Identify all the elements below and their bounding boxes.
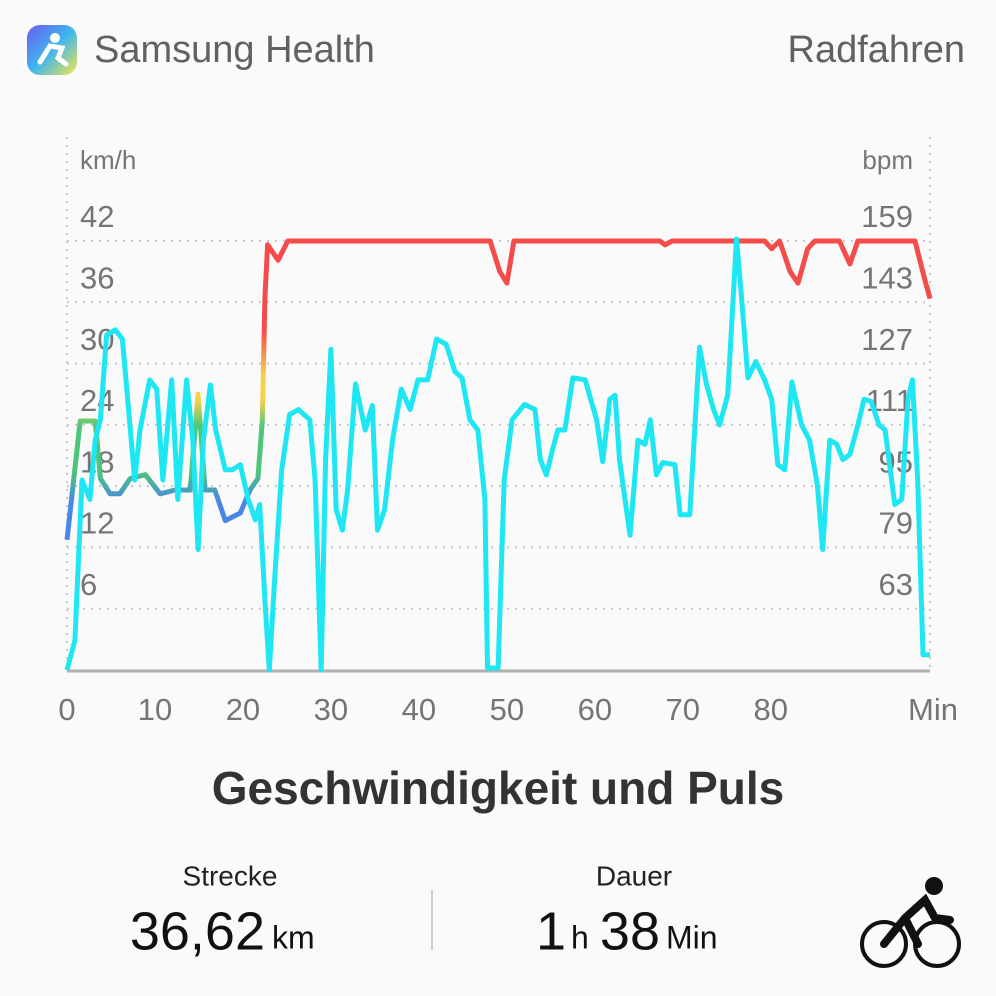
x-tick-label: 0 [58, 692, 75, 727]
x-tick-label: 40 [402, 692, 436, 727]
stat-unit: Min [666, 919, 718, 955]
x-tick-label: 60 [578, 692, 612, 727]
x-tick-label: 50 [490, 692, 524, 727]
stat-unit: h [571, 919, 589, 955]
y-axis-label: km/h [80, 145, 136, 175]
stat-value: 38 [600, 901, 660, 961]
bike-icon [860, 877, 961, 968]
y2-tick-label: 143 [861, 260, 913, 295]
app-icon [27, 25, 77, 75]
x-tick-label: 10 [138, 692, 172, 727]
stat-label: Dauer [596, 860, 672, 891]
y-tick-label: 12 [80, 506, 114, 541]
x-axis-label: Min [908, 692, 958, 727]
y2-tick-label: 79 [879, 506, 913, 541]
stat-unit: km [272, 919, 315, 955]
data-line [64, 238, 933, 541]
x-tick-label: 70 [666, 692, 700, 727]
y-tick-label: 30 [80, 322, 114, 357]
x-tick-label: 30 [314, 692, 348, 727]
y-tick-label: 42 [80, 199, 114, 234]
data-line [64, 236, 930, 673]
stat-label: Strecke [183, 860, 278, 891]
activity: Radfahren [788, 29, 965, 71]
y2-tick-label: 95 [879, 444, 913, 479]
chart-title: Geschwindigkeit und Puls [212, 762, 785, 814]
x-tick-label: 80 [754, 692, 788, 727]
x-tick-label: 20 [226, 692, 260, 727]
stat-value: 1 [536, 901, 566, 961]
app-icon-figure [37, 43, 69, 67]
stat-value: 36,62 [130, 901, 265, 961]
app-name: Samsung Health [94, 29, 375, 71]
y2-tick-label: 159 [861, 199, 913, 234]
y2-tick-label: 63 [879, 567, 913, 602]
y2-tick-label: 127 [861, 322, 913, 357]
app-icon-figure [50, 33, 60, 43]
y-tick-label: 24 [80, 383, 114, 418]
y-tick-label: 36 [80, 260, 114, 295]
y2-axis-label: bpm [862, 145, 913, 175]
y-tick-label: 6 [80, 567, 97, 602]
